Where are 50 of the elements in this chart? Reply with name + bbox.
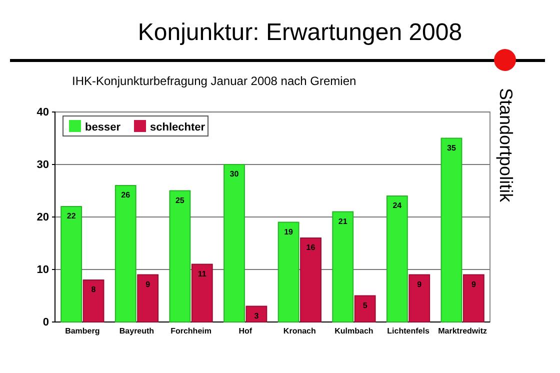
bar [169,190,191,322]
data-label: 8 [91,285,96,294]
bar [462,274,484,322]
legend-label: schlechter [150,122,206,134]
y-tick-label: 10 [36,264,49,276]
text: Standortpolitik [496,88,516,204]
x-tick-label: Kulmbach [334,326,374,336]
data-label: 35 [447,143,456,152]
bar [224,164,245,322]
x-tick-label: Kronach [283,326,316,336]
x-tick-label: Marktredwitz [438,326,488,336]
data-label: 9 [146,280,151,289]
chart-title: Konjunktur: Erwartungen 2008 [138,19,462,46]
y-tick-label: 40 [36,106,49,119]
bar [82,280,104,322]
data-label: 5 [362,300,368,310]
data-label: 19 [284,227,294,236]
bar [386,196,408,322]
bar [114,185,136,322]
x-tick-label: Hof [238,326,252,336]
data-label: 22 [66,212,76,220]
y-tick-label: 20 [36,212,49,224]
legend-label: besser [85,122,122,134]
data-label: 9 [471,280,476,289]
x-tick-label: Lichtenfels [387,326,430,336]
x-tick-label: Bamberg [65,326,100,336]
bar [332,211,354,322]
bar [354,295,376,322]
bar [246,306,268,322]
bar [300,238,322,322]
data-label: 26 [121,190,131,200]
bar [278,222,300,322]
bar [440,138,462,322]
bar [191,264,213,322]
data-label: 30 [230,170,240,178]
bar [408,274,430,322]
data-label: 3 [254,311,260,320]
bar [137,274,159,322]
x-tick-label: Bayreuth [119,326,154,336]
chart-subtitle: IHK-Konjunkturbefragung Januar 2008 nach Gremien [72,74,356,88]
data-label: 16 [306,243,316,252]
data-label: 24 [392,201,402,210]
data-label: 21 [338,216,348,226]
data-label: 9 [417,280,422,289]
data-label: 11 [198,269,207,278]
x-tick-label: Forchheim [170,326,212,336]
y-tick-label: 30 [36,159,49,172]
bar [60,206,82,322]
y-tick-label: 0 [42,316,49,329]
data-label: 25 [175,196,185,205]
